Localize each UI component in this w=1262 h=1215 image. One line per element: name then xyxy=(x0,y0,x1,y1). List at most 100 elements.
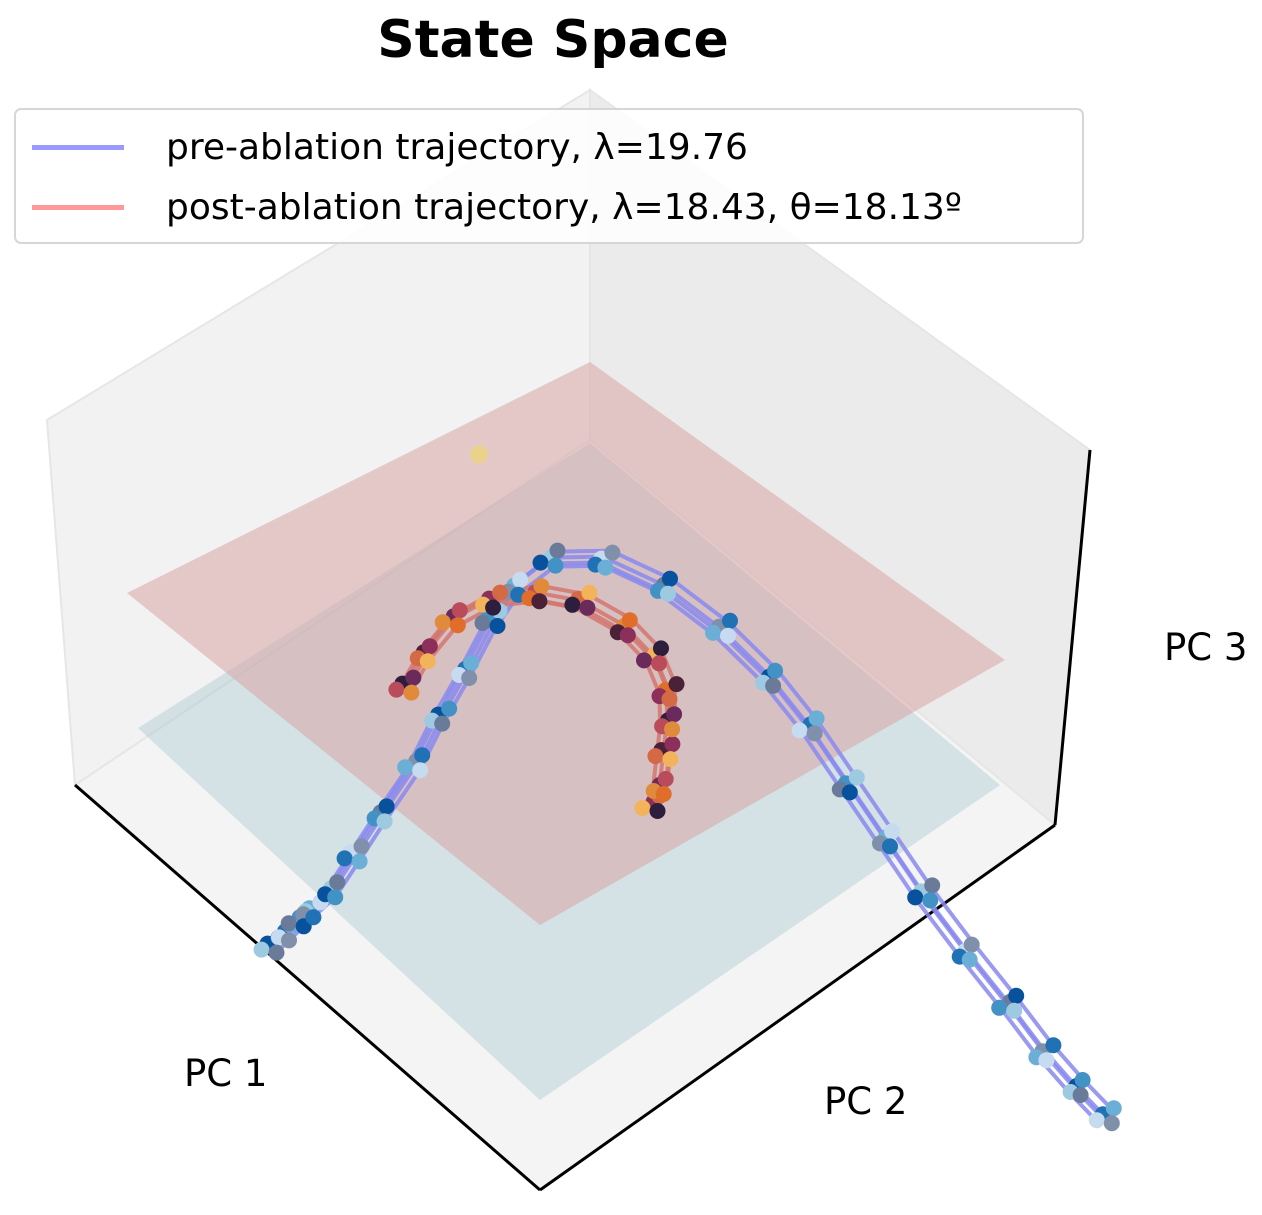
data-point xyxy=(549,542,566,559)
data-point xyxy=(636,652,652,669)
data-point xyxy=(882,838,898,855)
data-point xyxy=(388,681,405,698)
data-point xyxy=(421,638,438,655)
data-point xyxy=(268,944,285,961)
data-point xyxy=(451,602,468,619)
data-point xyxy=(397,759,414,776)
data-point xyxy=(253,941,270,958)
data-point xyxy=(808,710,825,727)
pc3-axis-line xyxy=(1053,449,1092,826)
data-point xyxy=(1105,1100,1122,1117)
data-point xyxy=(1074,1072,1091,1088)
data-point xyxy=(666,706,683,723)
data-point xyxy=(353,838,370,855)
data-point xyxy=(668,676,685,693)
data-point xyxy=(463,655,480,671)
data-point xyxy=(581,584,598,601)
data-point xyxy=(661,691,678,708)
legend: pre-ablation trajectory, λ=19.76 post-ab… xyxy=(14,108,1084,244)
x-axis-label: PC 1 xyxy=(184,1052,268,1095)
data-point xyxy=(765,677,782,694)
data-point xyxy=(924,877,941,894)
data-point xyxy=(791,722,808,739)
data-point xyxy=(961,951,978,968)
data-point xyxy=(512,571,529,588)
pre-ablation-plane xyxy=(127,362,1005,925)
data-point xyxy=(662,570,678,587)
post-ablation-points xyxy=(388,578,685,819)
data-point xyxy=(621,612,638,629)
data-point xyxy=(547,557,564,574)
data-point xyxy=(664,736,681,753)
z-axis-label: PC 3 xyxy=(1164,626,1248,669)
data-point xyxy=(653,640,669,657)
legend-entry-post: post-ablation trajectory, λ=18.43, θ=18.… xyxy=(16,182,962,232)
data-point xyxy=(485,599,502,616)
data-point xyxy=(405,669,422,686)
data-point xyxy=(1072,1087,1089,1103)
data-point xyxy=(1103,1115,1120,1132)
data-point xyxy=(705,624,721,641)
data-point xyxy=(412,762,429,779)
data-point xyxy=(1008,987,1025,1004)
data-point xyxy=(489,618,506,634)
data-point xyxy=(597,559,614,576)
data-point xyxy=(414,747,431,764)
data-point xyxy=(532,554,549,571)
data-point xyxy=(492,584,509,601)
data-point xyxy=(564,596,581,613)
data-point xyxy=(1045,1037,1062,1054)
data-point xyxy=(329,874,346,891)
data-point xyxy=(922,892,939,909)
data-point xyxy=(434,715,451,732)
data-point xyxy=(660,585,676,602)
data-point xyxy=(806,725,823,742)
legend-swatch-post xyxy=(32,204,124,210)
data-point xyxy=(657,771,674,787)
data-point xyxy=(351,853,368,870)
data-point xyxy=(281,932,297,949)
data-point xyxy=(1006,1002,1023,1019)
data-point xyxy=(531,593,548,610)
data-point xyxy=(662,751,679,768)
data-point xyxy=(634,800,651,816)
data-point xyxy=(720,627,736,644)
data-point xyxy=(604,544,621,561)
data-point xyxy=(419,653,436,670)
data-point xyxy=(434,614,451,631)
data-point xyxy=(1038,1052,1055,1069)
chart-title: State Space xyxy=(377,10,729,70)
pre-ablation-points xyxy=(253,542,1122,1132)
data-point xyxy=(403,684,420,701)
data-point xyxy=(1088,1112,1105,1129)
legend-entry-pre: pre-ablation trajectory, λ=19.76 xyxy=(16,122,748,172)
data-point xyxy=(848,769,865,786)
data-point xyxy=(647,748,664,765)
pc2-axis-line xyxy=(539,823,1056,1192)
legend-label-pre: pre-ablation trajectory, λ=19.76 xyxy=(166,126,748,168)
data-point xyxy=(767,662,784,679)
data-point xyxy=(376,813,393,830)
legend-swatch-pre xyxy=(32,144,124,150)
data-point xyxy=(655,786,672,802)
data-point xyxy=(649,803,666,819)
data-point xyxy=(963,936,980,953)
data-point xyxy=(461,670,478,686)
data-point xyxy=(474,615,491,631)
data-point xyxy=(336,850,353,867)
data-point xyxy=(327,889,344,906)
legend-label-post: post-ablation trajectory, λ=18.43, θ=18.… xyxy=(166,186,962,228)
data-point xyxy=(619,627,636,644)
data-point xyxy=(991,999,1008,1016)
data-point xyxy=(907,889,924,906)
data-point xyxy=(441,700,458,717)
data-point xyxy=(841,784,858,801)
data-point xyxy=(722,612,738,629)
data-point xyxy=(305,909,322,926)
data-point xyxy=(280,915,297,932)
data-point xyxy=(533,578,550,595)
data-point xyxy=(579,599,596,616)
pc1-axis-line xyxy=(74,783,541,1192)
